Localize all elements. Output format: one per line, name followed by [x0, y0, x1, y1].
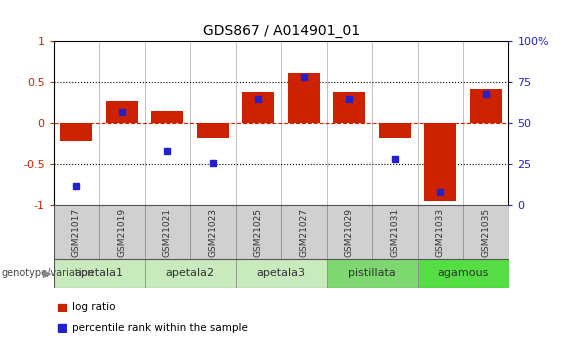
Bar: [58, 304, 66, 311]
Bar: [327, 259, 418, 288]
Text: GSM21035: GSM21035: [481, 207, 490, 257]
Text: GSM21021: GSM21021: [163, 207, 172, 257]
Bar: [333, 92, 365, 123]
Text: GSM21023: GSM21023: [208, 207, 218, 257]
Bar: [54, 205, 99, 259]
Bar: [151, 111, 183, 123]
Text: GSM21033: GSM21033: [436, 207, 445, 257]
Text: apetala3: apetala3: [257, 268, 306, 278]
Text: GSM21025: GSM21025: [254, 207, 263, 257]
Bar: [236, 205, 281, 259]
Bar: [106, 101, 138, 123]
Text: GSM21017: GSM21017: [72, 207, 81, 257]
Bar: [372, 205, 418, 259]
Text: GSM21019: GSM21019: [118, 207, 127, 257]
Bar: [418, 205, 463, 259]
Text: genotype/variation: genotype/variation: [1, 268, 94, 278]
Bar: [236, 259, 327, 288]
Text: apetala2: apetala2: [166, 268, 215, 278]
Bar: [190, 205, 236, 259]
Bar: [470, 89, 502, 123]
Bar: [197, 123, 229, 138]
Bar: [418, 259, 508, 288]
Bar: [288, 72, 320, 123]
Bar: [60, 123, 92, 141]
Text: agamous: agamous: [437, 268, 489, 278]
Bar: [145, 205, 190, 259]
Bar: [379, 123, 411, 138]
Text: GSM21029: GSM21029: [345, 207, 354, 257]
Text: GSM21027: GSM21027: [299, 207, 308, 257]
Text: log ratio: log ratio: [72, 303, 115, 312]
Bar: [424, 123, 456, 201]
Text: pistillata: pistillata: [348, 268, 396, 278]
Text: GSM21031: GSM21031: [390, 207, 399, 257]
Bar: [54, 259, 145, 288]
Bar: [463, 205, 508, 259]
Text: percentile rank within the sample: percentile rank within the sample: [72, 323, 247, 333]
Bar: [58, 324, 66, 332]
Bar: [281, 205, 327, 259]
Bar: [99, 205, 145, 259]
Bar: [327, 205, 372, 259]
Bar: [242, 92, 274, 123]
Bar: [145, 259, 236, 288]
Title: GDS867 / A014901_01: GDS867 / A014901_01: [202, 23, 360, 38]
Text: ▶: ▶: [42, 268, 51, 278]
Text: apetala1: apetala1: [75, 268, 124, 278]
